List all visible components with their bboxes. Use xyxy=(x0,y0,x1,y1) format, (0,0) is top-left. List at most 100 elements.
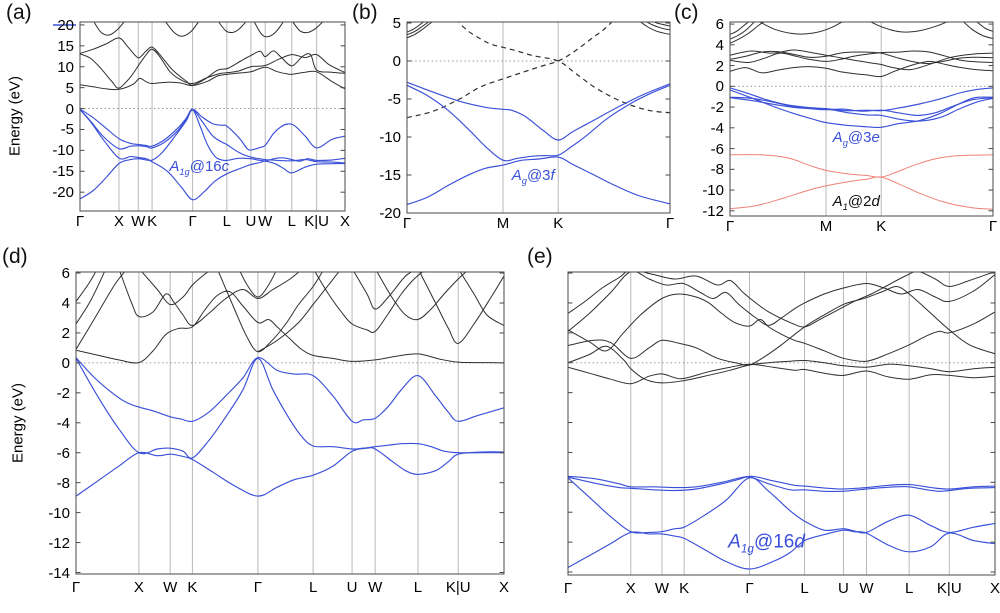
y-tick-label: -10 xyxy=(702,182,724,200)
y-tick-label: 5 xyxy=(65,79,74,97)
y-tick-label: -20 xyxy=(379,205,401,222)
annotation-text-part: A xyxy=(728,531,741,553)
x-tick-label: Γ xyxy=(253,579,263,596)
panel-c-frame xyxy=(729,21,994,217)
y-tick-label: -2 xyxy=(710,99,724,117)
y-tick-label: -4 xyxy=(710,119,724,137)
x-tick-label: X xyxy=(339,213,350,230)
band-curve-conduction-band-2 xyxy=(568,345,995,384)
x-tick-label: W xyxy=(163,579,178,596)
band-curve-conduction-band-2 xyxy=(730,50,993,64)
y-tick-label: 5 xyxy=(392,14,401,32)
annotation-text-part: 1g xyxy=(740,542,754,556)
x-tick-label: Γ xyxy=(188,213,197,230)
y-tick-label: -5 xyxy=(60,121,74,139)
band-curve-conduction-band-3 xyxy=(76,272,126,350)
x-tick-label: L xyxy=(287,213,296,230)
band-curve-conduction-band-3 xyxy=(730,50,993,65)
band-curve-valence-band-3 xyxy=(80,109,345,164)
annotation-text-part: A xyxy=(832,192,843,210)
band-curve-valence-band-2 xyxy=(76,357,504,459)
band-curve-valence-band-1 xyxy=(80,108,345,151)
x-tick-label: Γ xyxy=(402,215,412,232)
y-tick-label: 6 xyxy=(715,16,724,34)
annotation-text-part: @16 xyxy=(189,158,222,176)
annotation-text-part: @3 xyxy=(847,129,872,147)
band-curve-conduction-band-8 xyxy=(239,272,277,298)
y-tick-label: -8 xyxy=(56,474,70,492)
band-curve-conduction-band-1 xyxy=(730,60,993,78)
annotation-text-part: d xyxy=(871,192,880,210)
annotation-c-1: A1@2d xyxy=(833,193,880,211)
y-tick-label: 4 xyxy=(715,36,724,54)
annotation-text-part: @3 xyxy=(526,167,551,185)
x-tick-label: K xyxy=(876,218,887,235)
band-curve-valence-band-3 xyxy=(568,477,995,534)
annotation-text-part: f xyxy=(550,167,555,185)
x-tick-label: L xyxy=(308,579,318,596)
band-curve-conduction-band-3 xyxy=(80,66,345,91)
band-curve-conduction-arc-7 xyxy=(976,22,993,32)
y-tick-label: -2 xyxy=(56,384,70,402)
x-tick-label: K xyxy=(679,580,690,597)
annotation-text-part: d xyxy=(794,531,805,553)
panel-a-frame xyxy=(79,21,346,212)
annotation-text-part: @2 xyxy=(847,192,872,210)
y-tick-label: 15 xyxy=(57,37,74,55)
annotation-b-0: Ag@3f xyxy=(512,168,555,186)
x-tick-label: W xyxy=(131,213,146,230)
y-tick-label: -5 xyxy=(387,90,401,108)
x-tick-label: K xyxy=(187,579,198,596)
x-tick-label: L xyxy=(222,213,231,230)
y-tick-label: 0 xyxy=(392,52,401,70)
band-curve-conduction-band-5 xyxy=(165,22,199,37)
panel-label-a: (a) xyxy=(6,1,32,24)
annotation-text-part: 1g xyxy=(179,167,190,178)
band-curve-conduction-band-4 xyxy=(730,49,993,71)
y-tick-label: -20 xyxy=(52,184,74,202)
band-curve-conduction-band-14 xyxy=(459,272,504,326)
band-curve-conduction-band-11 xyxy=(353,272,413,310)
x-tick-label: M xyxy=(819,218,833,235)
y-tick-label: -12 xyxy=(48,534,70,552)
annotation-text-part: A xyxy=(511,167,522,185)
band-curve-semicore-band-2 xyxy=(730,176,993,210)
band-curve-conduction-band-3 xyxy=(568,285,995,366)
band-curve-conduction-arc-6 xyxy=(962,22,993,40)
x-tick-label: W xyxy=(258,213,273,230)
band-curve-valence-band-3 xyxy=(407,156,670,206)
band-curve-valence-band-2 xyxy=(407,84,670,162)
band-curve-valence-band-3 xyxy=(76,447,504,497)
band-curve-conduction-band-8 xyxy=(292,22,324,34)
x-tick-label: U xyxy=(245,213,257,230)
panel-label-b: (b) xyxy=(352,1,378,24)
band-curve-conduction-arc-4 xyxy=(639,22,670,35)
annotation-text-part: g xyxy=(521,176,527,187)
x-tick-label: Γ xyxy=(665,215,675,232)
y-tick-label: 20 xyxy=(57,16,74,34)
band-curve-conduction-arc-5 xyxy=(869,22,948,33)
band-curve-valence-band-2 xyxy=(730,89,993,129)
band-curve-semicore-band-1 xyxy=(730,154,993,178)
x-tick-label: K|U xyxy=(304,213,329,230)
band-curve-conduction-arc-3 xyxy=(730,22,750,35)
band-curve-conduction-band-2 xyxy=(80,48,345,89)
y-tick-label: 6 xyxy=(61,265,70,283)
y-tick-label: -15 xyxy=(52,163,74,181)
band-curve-valence-band-1 xyxy=(407,81,670,141)
panel-e-frame xyxy=(567,271,996,576)
panel-b-frame xyxy=(406,21,671,214)
x-tick-label: Γ xyxy=(563,580,573,597)
band-curve-conduction-arc-6 xyxy=(653,22,670,27)
band-curve-valence-band-3 xyxy=(730,96,993,116)
y-tick-label: 4 xyxy=(61,294,70,312)
annotation-e-0: A1g@16d xyxy=(728,532,805,555)
x-tick-label: Γ xyxy=(745,580,754,597)
band-curve-conduction-arc-4 xyxy=(759,22,843,35)
x-tick-label: X xyxy=(989,580,1000,597)
y-tick-label: -4 xyxy=(56,414,70,432)
annotation-text-part: c xyxy=(221,158,230,176)
x-tick-label: U xyxy=(837,580,849,597)
panel-d-plot-area xyxy=(76,272,504,574)
